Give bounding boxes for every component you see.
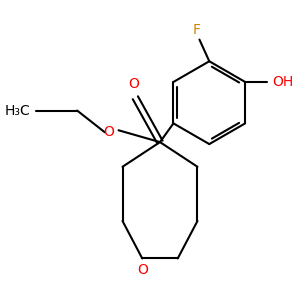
Text: O: O bbox=[137, 263, 148, 278]
Text: OH: OH bbox=[272, 75, 293, 89]
Text: O: O bbox=[128, 77, 139, 91]
Text: F: F bbox=[193, 23, 200, 37]
Text: O: O bbox=[103, 125, 114, 139]
Text: H₃C: H₃C bbox=[5, 103, 31, 118]
